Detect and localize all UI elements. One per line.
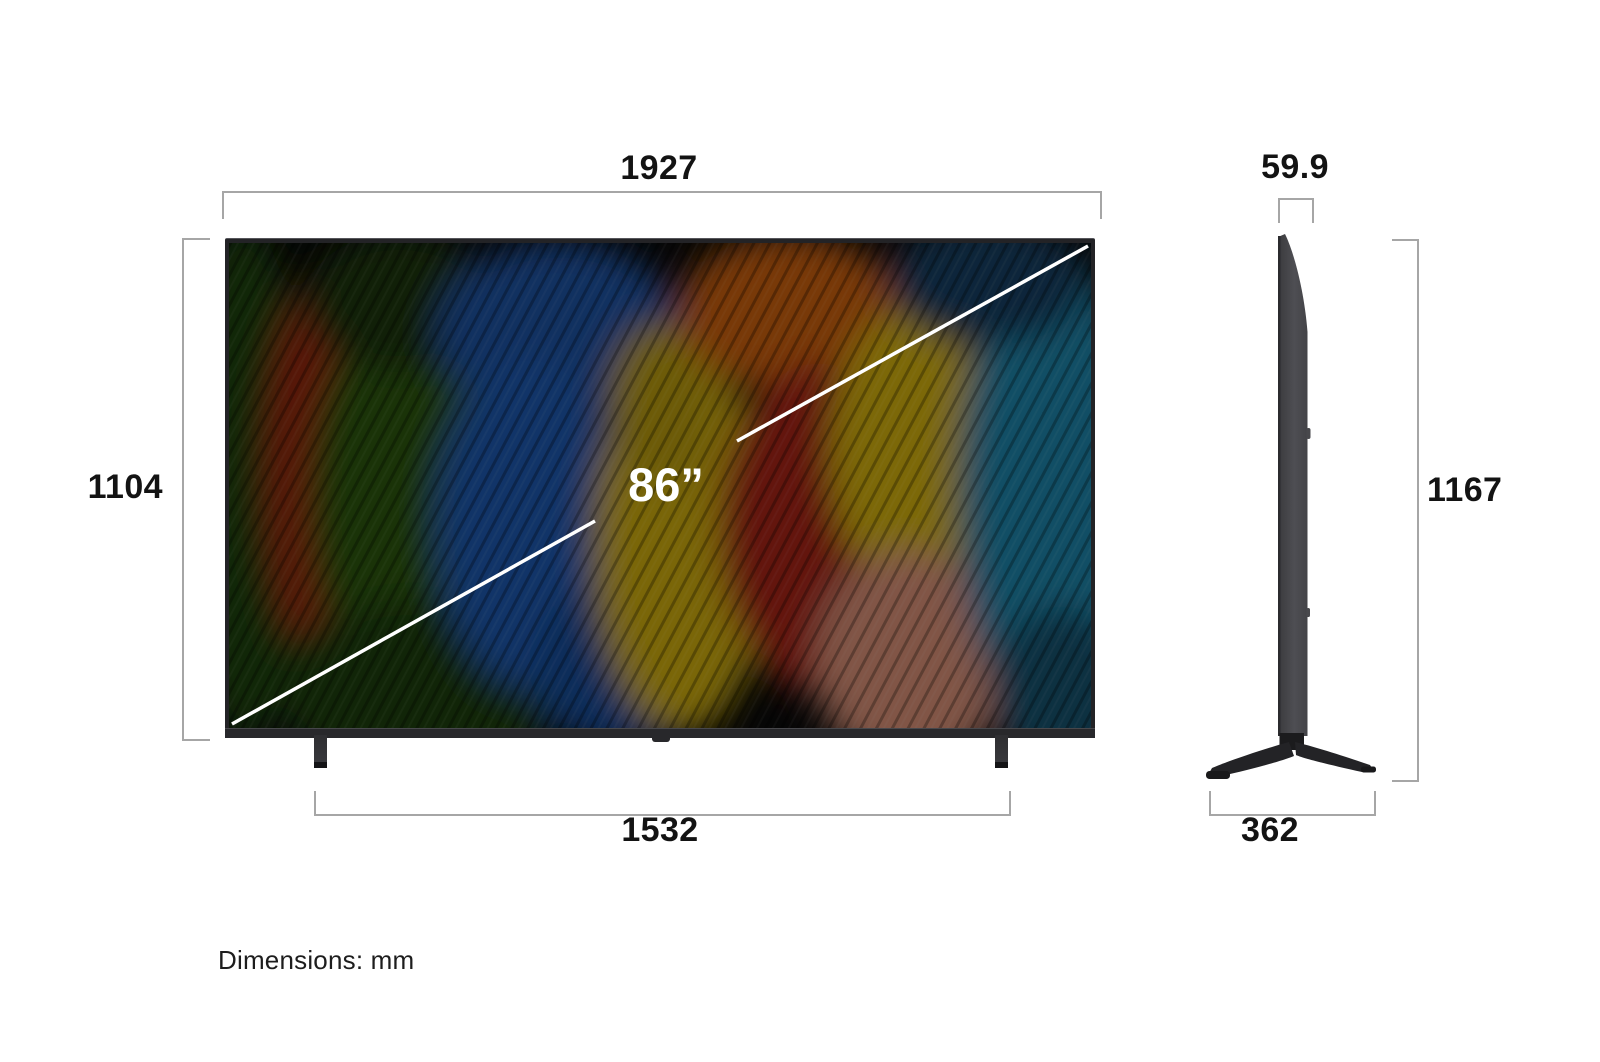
stand-leg-back <box>1295 742 1374 772</box>
stand-leg-front <box>1208 742 1294 776</box>
diagonal-line-segment <box>231 519 596 726</box>
width-dimension-label: 1927 <box>620 149 698 187</box>
dimension-bracket-width <box>222 191 1102 219</box>
rear-button-nub <box>1306 428 1311 439</box>
tv-side-view <box>1206 234 1376 779</box>
depth-dimension-label: 59.9 <box>1261 148 1329 186</box>
dimension-bracket-stand-depth <box>1209 791 1376 816</box>
stand-span-dimension-label: 1532 <box>621 811 699 849</box>
dimension-bracket-stand-span <box>314 791 1011 816</box>
stand-foot-pad-back <box>1361 766 1376 773</box>
diagonal-line-segment <box>736 244 1089 443</box>
screen-size-label: 86” <box>628 458 704 511</box>
total-height-dimension-label: 1167 <box>1427 471 1503 509</box>
side-panel-front-edge <box>1278 236 1281 736</box>
tv-screen: 86” <box>229 243 1091 728</box>
rear-button-nub <box>1306 608 1310 617</box>
panel-height-dimension-label: 1104 <box>87 468 163 506</box>
units-note: Dimensions: mm <box>218 945 415 975</box>
tv-center-nub <box>652 737 670 742</box>
tv-stand-foot-right <box>995 735 1008 768</box>
dimension-bracket-total-height <box>1392 239 1419 782</box>
tv-bottom-bezel <box>225 728 1095 738</box>
tv-front-view: 86” <box>225 238 1095 738</box>
screen-artwork: 86” <box>229 243 1091 728</box>
dimension-bracket-panel-height <box>182 238 210 741</box>
stand-depth-dimension-label: 362 <box>1241 811 1299 849</box>
tv-stand-foot-left <box>314 735 327 768</box>
stand-foot-pad-front <box>1206 771 1230 779</box>
dimension-bracket-depth <box>1278 198 1314 223</box>
side-panel-profile <box>1278 234 1308 736</box>
